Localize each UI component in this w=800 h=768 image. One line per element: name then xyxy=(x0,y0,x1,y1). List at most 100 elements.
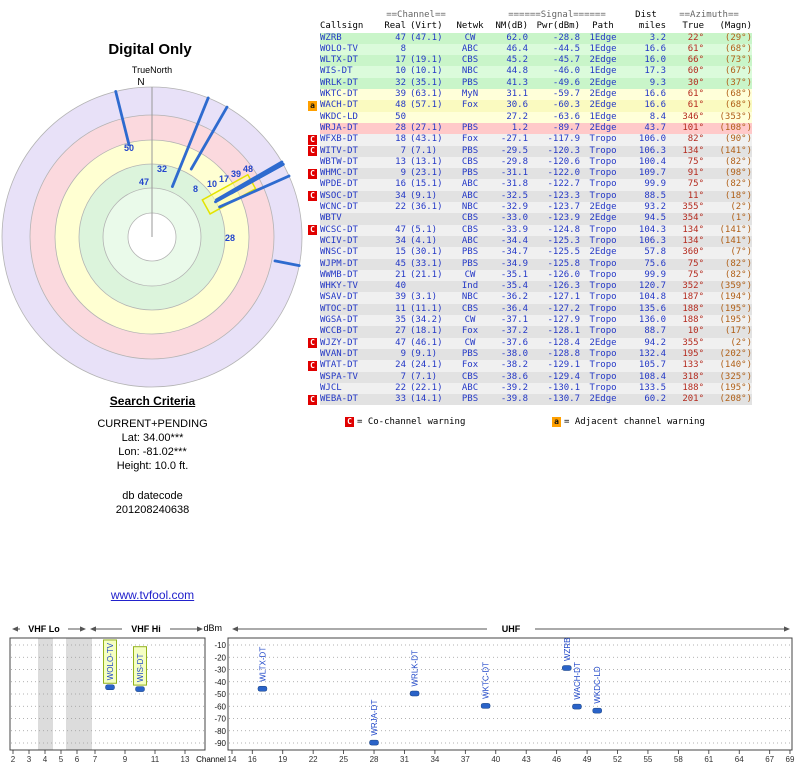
callsign-link[interactable]: WWMB-DT xyxy=(320,269,358,280)
cell-miles: 104.3 xyxy=(638,224,666,235)
header-group-channel: ==Channel== xyxy=(386,10,446,20)
callsign-link[interactable]: WJPM-DT xyxy=(320,258,358,269)
callsign-link[interactable]: WOLO-TV xyxy=(320,43,358,54)
callsign-link[interactable]: WKTC-DT xyxy=(320,89,358,100)
station-marker-WKTC-DT xyxy=(480,703,491,709)
callsign-link[interactable]: WTAT-DT xyxy=(320,360,358,371)
callsign-link[interactable]: WJCL xyxy=(320,382,342,393)
callsign-link[interactable]: WRJA-DT xyxy=(320,122,358,133)
cell-miles: 75.6 xyxy=(644,258,666,269)
co-channel-flag: C xyxy=(308,225,317,236)
cell-real: 34 xyxy=(395,190,406,201)
y-tick-label: -40 xyxy=(214,678,226,687)
cell-nm: 45.2 xyxy=(506,55,528,66)
x-tick-label: 37 xyxy=(461,755,470,764)
callsign-link[interactable]: WNSC-DT xyxy=(320,247,358,258)
tvfool-link[interactable]: www.tvfool.com xyxy=(110,588,195,602)
callsign-link[interactable]: WBTV xyxy=(320,213,342,224)
cell-nm: -33.9 xyxy=(500,224,528,235)
cell-azimuth-true: 134° xyxy=(682,224,704,235)
search-criteria: Search Criteria CURRENT+PENDING Lat: 34.… xyxy=(40,394,265,517)
cell-pwr: -129.4 xyxy=(547,371,580,382)
callsign-link[interactable]: WSAV-DT xyxy=(320,292,358,303)
callsign-link[interactable]: WCSC-DT xyxy=(320,224,358,235)
callsign-link[interactable]: WJZY-DT xyxy=(320,337,358,348)
adjacent-channel-flag-icon: a xyxy=(552,417,561,427)
x-tick-label: 14 xyxy=(228,755,237,764)
callsign-link[interactable]: WBTW-DT xyxy=(320,156,358,167)
cell-path: Tropo xyxy=(589,315,617,326)
x-tick-label: 11 xyxy=(151,755,160,764)
cell-nm: -34.7 xyxy=(500,247,528,258)
header-virt: (Virt) xyxy=(410,21,443,32)
cell-pwr: -129.1 xyxy=(547,360,580,371)
callsign-link[interactable]: WPDE-DT xyxy=(320,179,358,190)
callsign-link[interactable]: WACH-DT xyxy=(320,100,358,111)
cell-real: 39 xyxy=(395,89,406,100)
radar-channel-label: 50 xyxy=(124,143,134,153)
cell-virt: (5.1) xyxy=(410,224,438,235)
datecode-value: 201208240638 xyxy=(115,504,190,516)
cell-nm: 44.8 xyxy=(506,66,528,77)
cell-miles: 100.4 xyxy=(638,156,666,167)
table-row: WTOC-DT 11 (11.1) CBS -36.4 -127.2 Tropo 135.6 1… xyxy=(308,303,768,316)
callsign-link[interactable]: WITV-DT xyxy=(320,145,358,156)
station-label-WKTC-DT: WKTC-DT xyxy=(482,662,491,699)
cell-miles: 94.2 xyxy=(644,337,666,348)
cell-nm: -33.0 xyxy=(500,213,528,224)
x-tick-label: 9 xyxy=(123,755,128,764)
cell-nm: 30.6 xyxy=(506,100,528,111)
callsign-link[interactable]: WVAN-DT xyxy=(320,348,358,359)
table-row: WPDE-DT 16 (15.1) ABC -31.8 -122.7 Tropo 99.9 75… xyxy=(308,179,768,191)
true-north-label: TrueNorth xyxy=(132,65,172,75)
callsign-link[interactable]: WRLK-DT xyxy=(320,77,358,88)
callsign-link[interactable]: WCCB-DT xyxy=(320,326,358,337)
search-lat: Lat: 34.00*** xyxy=(121,432,184,444)
callsign-link[interactable]: WZRB xyxy=(320,32,342,43)
callsign-link[interactable]: WSOC-DT xyxy=(320,190,358,201)
radar-spoke-WRLK-DT xyxy=(189,105,229,171)
cell-azimuth-true: 187° xyxy=(682,292,704,303)
callsign-link[interactable]: WFXB-DT xyxy=(320,134,358,145)
callsign-link[interactable]: WIS-DT xyxy=(320,66,353,77)
x-tick-label: 25 xyxy=(339,755,348,764)
station-marker-WRJA-DT xyxy=(369,739,379,746)
table-row: WWMB-DT 21 (21.1) CW -35.1 -126.0 Tropo 99.9 75°… xyxy=(308,269,768,282)
cell-azimuth-magn: (359°) xyxy=(719,281,752,292)
cell-path: 1Edge xyxy=(589,111,617,122)
radar-channel-label: 17 xyxy=(219,174,229,184)
x-tick-label: 5 xyxy=(59,755,64,764)
signal-strength-chart: -10 -20 -30 -40 -50 -60 -70 -80 -90 VHF Lo VHF Hi U… xyxy=(9,623,795,764)
cell-azimuth-magn: (2°) xyxy=(730,202,752,213)
cell-path: Tropo xyxy=(589,348,617,359)
cell-real: 11 xyxy=(395,303,406,314)
table-row: C WITV-DT 7 (7.1) PBS -29.5 -120.3 Tropo 106.3 13… xyxy=(308,145,768,157)
callsign-link[interactable]: WHKY-TV xyxy=(320,281,358,292)
cell-virt: (46.1) xyxy=(410,337,443,348)
callsign-link[interactable]: WTOC-DT xyxy=(320,303,358,314)
callsign-link[interactable]: WGSA-DT xyxy=(320,315,358,326)
cell-azimuth-magn: (68°) xyxy=(724,89,752,100)
cell-virt: (24.1) xyxy=(410,360,443,371)
callsign-link[interactable]: WEBA-DT xyxy=(320,394,358,405)
callsign-link[interactable]: WHMC-DT xyxy=(320,168,358,179)
callsign-link[interactable]: WSPA-TV xyxy=(320,371,358,382)
station-label-WKDC-LD: WKDC-LD xyxy=(593,666,602,704)
callsign-link[interactable]: WCNC-DT xyxy=(320,202,358,213)
cell-nm: -31.8 xyxy=(500,179,528,190)
radar-channel-label: 48 xyxy=(243,164,253,174)
station-marker-WKDC-LD xyxy=(592,707,602,714)
cell-netwk: CW xyxy=(464,315,476,326)
cell-pwr: -125.3 xyxy=(547,235,580,246)
callsign-link[interactable]: WCIV-DT xyxy=(320,235,358,246)
cell-nm: -29.8 xyxy=(500,156,528,167)
cell-miles: 43.7 xyxy=(644,122,666,133)
cell-pwr: -59.7 xyxy=(552,89,580,100)
callsign-link[interactable]: WKDC-LD xyxy=(320,111,358,122)
table-row: C WCSC-DT 47 (5.1) CBS -33.9 -124.8 Tropo 104.3 1… xyxy=(308,224,768,236)
table-row: WSAV-DT 39 (3.1) NBC -36.2 -127.1 Tropo 104.8 18… xyxy=(308,292,768,304)
cell-pwr: -122.0 xyxy=(547,168,580,179)
x-tick-label: 58 xyxy=(674,755,683,764)
cell-azimuth-true: 101° xyxy=(682,122,704,133)
callsign-link[interactable]: WLTX-DT xyxy=(320,55,358,66)
